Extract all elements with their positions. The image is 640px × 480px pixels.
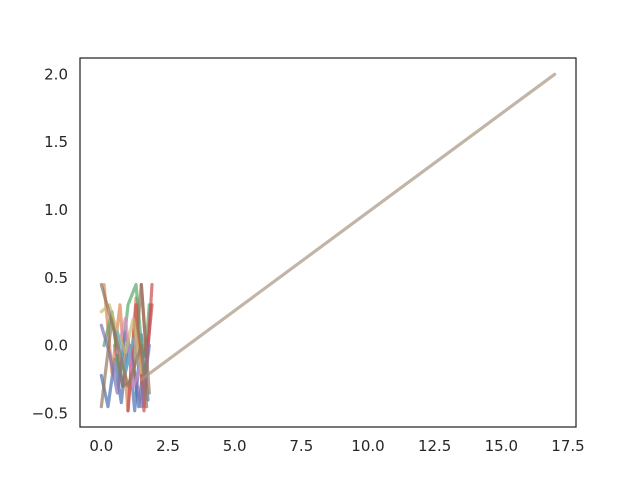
x-tick-label: 7.5 xyxy=(289,437,313,455)
y-tick-label: 2.0 xyxy=(44,65,68,83)
y-tick-label: 1.5 xyxy=(44,133,68,151)
y-tick-label: 0.0 xyxy=(44,337,68,355)
x-tick-label: 12.5 xyxy=(418,437,451,455)
series-line-12 xyxy=(99,282,149,409)
x-tick-label: 2.5 xyxy=(156,437,180,455)
x-tick-label: 15.0 xyxy=(485,437,518,455)
x-tick-label: 10.0 xyxy=(351,437,384,455)
y-tick-label: 1.0 xyxy=(44,201,68,219)
x-tick-label: 0.0 xyxy=(89,437,113,455)
x-axis-ticks: 0.0 2.5 5.0 7.5 10.0 12.5 15.0 17.5 xyxy=(89,437,584,455)
series-line-13 xyxy=(139,72,557,382)
y-tick-label: −0.5 xyxy=(32,404,68,422)
y-tick-label: 0.5 xyxy=(44,269,68,287)
x-tick-label: 17.5 xyxy=(551,437,584,455)
x-tick-label: 5.0 xyxy=(223,437,247,455)
y-axis-ticks: −0.5 0.0 0.5 1.0 1.5 2.0 xyxy=(32,65,68,422)
series-layer xyxy=(99,72,557,413)
